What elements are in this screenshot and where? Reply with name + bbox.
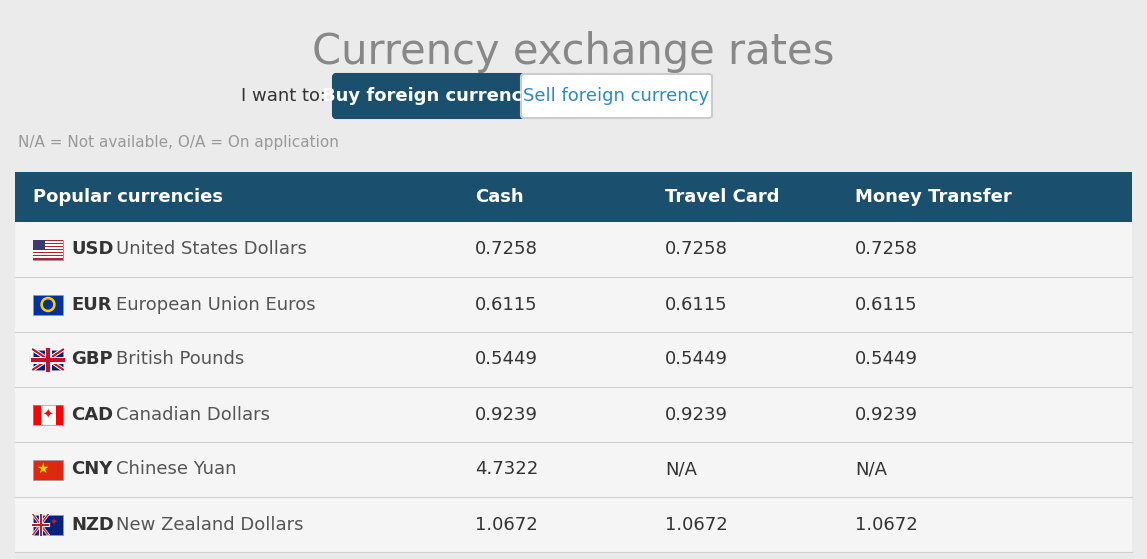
Text: 0.7258: 0.7258 bbox=[855, 240, 918, 258]
Text: N/A = Not available, O/A = On application: N/A = Not available, O/A = On applicatio… bbox=[18, 135, 338, 150]
FancyBboxPatch shape bbox=[15, 172, 1132, 222]
Text: ✦: ✦ bbox=[49, 518, 57, 528]
Text: 0.9239: 0.9239 bbox=[855, 405, 918, 424]
FancyBboxPatch shape bbox=[33, 245, 63, 247]
Text: 1.0672: 1.0672 bbox=[665, 515, 727, 533]
Text: British Pounds: British Pounds bbox=[116, 350, 244, 368]
Text: CAD: CAD bbox=[71, 405, 114, 424]
Text: European Union Euros: European Union Euros bbox=[116, 296, 315, 314]
FancyBboxPatch shape bbox=[33, 243, 63, 244]
FancyBboxPatch shape bbox=[33, 405, 40, 424]
Text: I want to:: I want to: bbox=[241, 87, 326, 105]
FancyBboxPatch shape bbox=[33, 253, 63, 255]
FancyBboxPatch shape bbox=[15, 497, 1132, 552]
FancyBboxPatch shape bbox=[40, 405, 55, 424]
Text: CNY: CNY bbox=[71, 461, 112, 479]
Text: 0.9239: 0.9239 bbox=[665, 405, 728, 424]
Text: ✦: ✦ bbox=[42, 409, 53, 422]
Text: ★: ★ bbox=[37, 462, 49, 476]
FancyBboxPatch shape bbox=[33, 255, 63, 257]
Circle shape bbox=[44, 300, 53, 309]
Text: 1.0672: 1.0672 bbox=[475, 515, 538, 533]
FancyBboxPatch shape bbox=[33, 239, 63, 259]
Text: 1.0672: 1.0672 bbox=[855, 515, 918, 533]
Text: Buy foreign currency: Buy foreign currency bbox=[322, 87, 535, 105]
FancyBboxPatch shape bbox=[33, 249, 63, 250]
FancyBboxPatch shape bbox=[33, 514, 63, 534]
Text: 0.7258: 0.7258 bbox=[475, 240, 538, 258]
Text: N/A: N/A bbox=[855, 461, 887, 479]
FancyBboxPatch shape bbox=[33, 257, 63, 258]
Text: 0.5449: 0.5449 bbox=[665, 350, 728, 368]
FancyBboxPatch shape bbox=[33, 247, 63, 249]
FancyBboxPatch shape bbox=[15, 442, 1132, 497]
FancyBboxPatch shape bbox=[33, 241, 63, 243]
Text: Sell foreign currency: Sell foreign currency bbox=[523, 87, 710, 105]
Text: Travel Card: Travel Card bbox=[665, 188, 780, 206]
Text: EUR: EUR bbox=[71, 296, 111, 314]
FancyBboxPatch shape bbox=[33, 349, 63, 369]
Text: New Zealand Dollars: New Zealand Dollars bbox=[116, 515, 304, 533]
Text: 4.7322: 4.7322 bbox=[475, 461, 538, 479]
Text: Canadian Dollars: Canadian Dollars bbox=[116, 405, 270, 424]
FancyBboxPatch shape bbox=[33, 459, 63, 480]
Text: Money Transfer: Money Transfer bbox=[855, 188, 1012, 206]
Text: 0.5449: 0.5449 bbox=[475, 350, 538, 368]
Text: Cash: Cash bbox=[475, 188, 524, 206]
FancyBboxPatch shape bbox=[33, 239, 63, 241]
FancyBboxPatch shape bbox=[521, 74, 712, 118]
Text: 0.6115: 0.6115 bbox=[855, 296, 918, 314]
Text: GBP: GBP bbox=[71, 350, 112, 368]
FancyBboxPatch shape bbox=[15, 277, 1132, 332]
Text: 0.7258: 0.7258 bbox=[665, 240, 728, 258]
FancyBboxPatch shape bbox=[33, 250, 63, 252]
Text: 0.6115: 0.6115 bbox=[665, 296, 727, 314]
FancyBboxPatch shape bbox=[15, 222, 1132, 277]
Text: USD: USD bbox=[71, 240, 114, 258]
FancyBboxPatch shape bbox=[15, 387, 1132, 442]
FancyBboxPatch shape bbox=[33, 295, 63, 315]
Text: 0.6115: 0.6115 bbox=[475, 296, 538, 314]
Text: NZD: NZD bbox=[71, 515, 114, 533]
Text: N/A: N/A bbox=[665, 461, 697, 479]
Text: Chinese Yuan: Chinese Yuan bbox=[116, 461, 236, 479]
Text: Popular currencies: Popular currencies bbox=[33, 188, 223, 206]
FancyBboxPatch shape bbox=[333, 74, 524, 118]
FancyBboxPatch shape bbox=[55, 405, 63, 424]
FancyBboxPatch shape bbox=[33, 252, 63, 253]
FancyBboxPatch shape bbox=[33, 244, 63, 245]
Text: Currency exchange rates: Currency exchange rates bbox=[312, 31, 835, 73]
FancyBboxPatch shape bbox=[15, 332, 1132, 387]
Text: 0.5449: 0.5449 bbox=[855, 350, 918, 368]
FancyBboxPatch shape bbox=[33, 258, 63, 259]
Text: United States Dollars: United States Dollars bbox=[116, 240, 307, 258]
FancyBboxPatch shape bbox=[33, 239, 45, 250]
Circle shape bbox=[41, 297, 55, 311]
Text: 0.9239: 0.9239 bbox=[475, 405, 538, 424]
